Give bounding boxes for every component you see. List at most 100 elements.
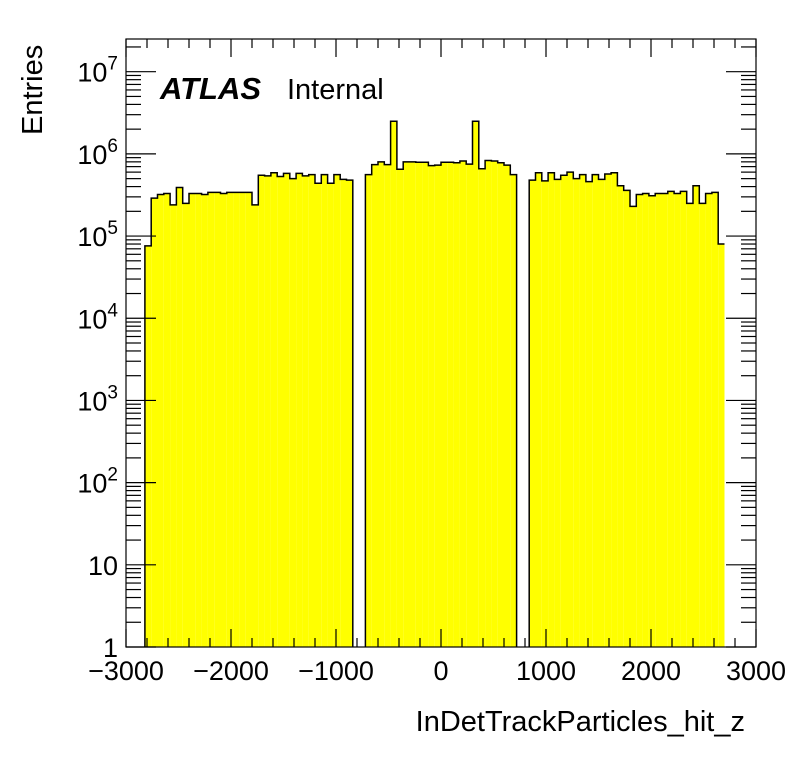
y-axis-ticks: [126, 46, 756, 648]
histogram-bin: [491, 160, 498, 647]
histogram-bin: [415, 162, 423, 648]
histogram-bin: [308, 174, 315, 647]
histogram-bin: [630, 206, 637, 647]
histogram-bin: [535, 172, 542, 647]
histogram-bin: [207, 192, 215, 647]
histogram-bin: [472, 121, 479, 647]
histogram-bin: [711, 192, 719, 647]
histogram-bin: [466, 164, 473, 647]
histogram-bin: [333, 174, 341, 647]
histogram-bin: [459, 160, 467, 647]
histogram-bin: [163, 193, 171, 647]
histogram-bin: [560, 175, 567, 648]
y-axis-label: Entries: [17, 45, 49, 135]
histogram-bin: [510, 174, 517, 647]
histogram-bin: [529, 180, 536, 647]
histogram-bin: [579, 174, 586, 647]
histogram-bin: [239, 192, 246, 647]
histogram-bin: [541, 180, 549, 647]
histogram-bin: [151, 198, 158, 647]
x-axis-ticks: [125, 39, 757, 647]
x-tick-label: 0: [433, 656, 448, 686]
histogram-bin: [699, 203, 706, 647]
y-tick-label: 102: [77, 465, 118, 499]
histogram-bin: [365, 174, 372, 647]
histogram-bin: [554, 179, 561, 647]
x-axis-label: InDetTrackParticles_hit_z: [416, 706, 745, 738]
histogram-bin: [485, 160, 492, 648]
x-tick-label: 2000: [621, 656, 681, 686]
histogram-bin: [592, 174, 599, 647]
histogram-bin: [346, 180, 353, 647]
histogram-bin: [264, 175, 271, 647]
y-tick-label: 104: [77, 300, 118, 334]
histogram-bin: [642, 193, 649, 647]
histogram-bin: [245, 192, 252, 647]
histogram-bin: [258, 175, 265, 648]
x-axis-tick-labels: −3000 −2000 −1000 0 1000 2000 3000: [88, 656, 786, 686]
histogram-bin: [504, 165, 511, 647]
histogram-bin: [302, 175, 309, 647]
histogram-bin: [478, 168, 486, 647]
x-tick-label: 3000: [726, 656, 786, 686]
histogram-bin: [277, 176, 284, 648]
histogram-bin: [693, 185, 700, 647]
histogram-bin: [327, 183, 334, 647]
histogram-outline: [364, 120, 518, 647]
histogram-bin: [655, 193, 662, 647]
histogram-bin: [548, 172, 555, 647]
histogram-bin: [718, 244, 725, 648]
histogram-bin: [623, 190, 630, 648]
histogram-bin: [189, 193, 196, 647]
histogram-bin: [176, 187, 183, 647]
histogram-bin: [396, 169, 404, 647]
histogram-bin: [617, 185, 624, 647]
y-tick-label: 103: [77, 382, 118, 416]
histogram-bin: [428, 165, 435, 648]
histogram-bin: [220, 193, 227, 647]
x-tick-label: 1000: [516, 656, 576, 686]
histogram-outline: [528, 171, 725, 647]
histogram-bin: [378, 161, 385, 647]
histogram-bin: [661, 193, 668, 647]
histogram-bin: [296, 173, 303, 647]
x-tick-label: −2000: [193, 656, 269, 686]
histogram-bin: [441, 162, 448, 648]
histogram-bin: [384, 164, 391, 647]
histogram-bin: [636, 194, 643, 647]
histogram-outline: [144, 171, 354, 647]
histogram-bin: [680, 191, 687, 648]
histogram-bin: [321, 174, 328, 647]
histogram-bin: [182, 203, 189, 647]
histogram-bin: [390, 121, 397, 647]
histogram-bin: [434, 165, 441, 647]
histogram-bin: [598, 179, 605, 647]
y-tick-label: 105: [77, 218, 118, 252]
histogram-bin: [453, 162, 460, 647]
y-tick-label: 106: [77, 136, 118, 170]
y-tick-label: 1: [103, 633, 118, 663]
histogram-bin: [674, 193, 681, 647]
internal-label: Internal: [287, 74, 384, 106]
histogram-bin: [667, 191, 675, 648]
histogram-bin: [315, 183, 322, 647]
histogram-bin: [422, 162, 429, 648]
histogram-bin: [573, 178, 580, 647]
histogram-bin: [340, 179, 347, 647]
atlas-label: ATLAS: [159, 71, 261, 106]
histogram-bin: [195, 193, 202, 647]
y-tick-label: 107: [77, 54, 118, 88]
histogram-bars: [144, 120, 725, 648]
histogram-bin: [371, 164, 378, 647]
histogram-bin: [648, 195, 656, 647]
histogram-bin: [270, 172, 278, 647]
histogram-bin: [144, 245, 152, 647]
histogram-bin: [252, 204, 259, 647]
histogram-bin: [497, 162, 504, 647]
histogram-bin: [585, 181, 593, 648]
histogram-bin: [170, 204, 177, 647]
histogram-bin: [409, 161, 416, 647]
x-tick-label: −1000: [298, 656, 374, 686]
histogram-bin: [611, 172, 618, 647]
